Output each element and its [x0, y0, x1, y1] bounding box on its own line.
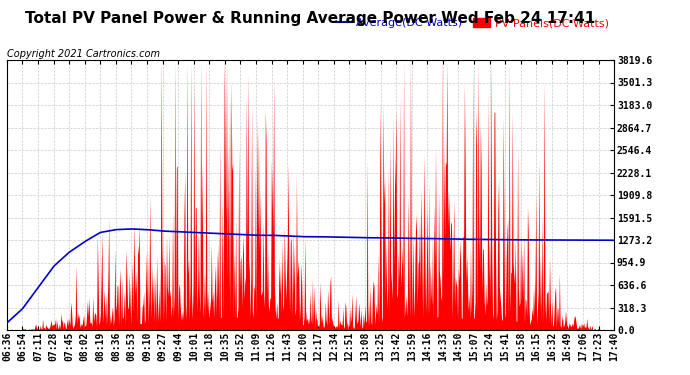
Legend: Average(DC Watts), PV Panels(DC Watts): Average(DC Watts), PV Panels(DC Watts) — [335, 18, 609, 28]
Text: Copyright 2021 Cartronics.com: Copyright 2021 Cartronics.com — [7, 49, 160, 59]
Text: Total PV Panel Power & Running Average Power Wed Feb 24 17:41: Total PV Panel Power & Running Average P… — [26, 11, 595, 26]
